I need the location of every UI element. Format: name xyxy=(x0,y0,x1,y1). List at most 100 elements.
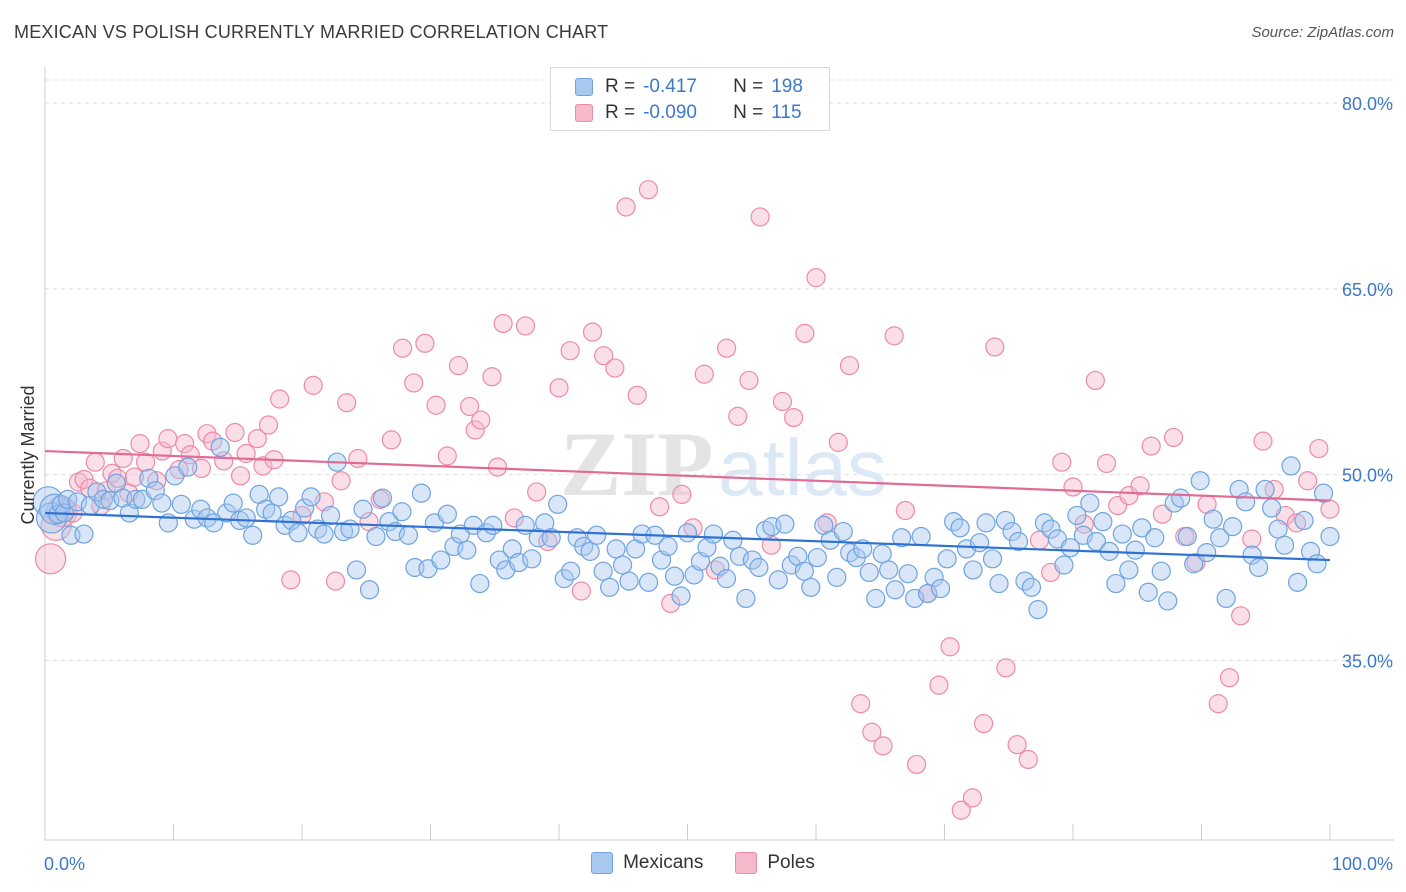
tick-labels: 35.0% 50.0% 65.0% 80.0% 0.0% 100.0% xyxy=(44,94,1393,874)
data-point xyxy=(1093,512,1113,532)
data-point xyxy=(807,547,827,568)
data-point xyxy=(1085,370,1105,391)
data-point xyxy=(969,533,990,553)
data-point xyxy=(1268,519,1288,539)
data-point xyxy=(411,483,432,503)
data-point xyxy=(1163,427,1184,448)
data-point xyxy=(1141,436,1161,456)
data-point xyxy=(571,581,591,601)
data-point xyxy=(750,207,770,227)
data-point xyxy=(1274,535,1295,555)
data-point xyxy=(288,523,308,543)
trend-lines xyxy=(44,449,1331,562)
data-point xyxy=(303,375,323,395)
data-point xyxy=(1210,528,1230,548)
data-point xyxy=(1028,599,1048,620)
data-point xyxy=(1294,510,1314,531)
y-tick-label: 65.0% xyxy=(1342,280,1393,300)
data-point xyxy=(471,410,491,430)
data-point xyxy=(929,675,949,695)
data-point xyxy=(672,484,692,504)
y-tick-label: 50.0% xyxy=(1342,466,1393,486)
data-point xyxy=(605,358,625,378)
data-point xyxy=(139,468,159,488)
data-point xyxy=(895,500,915,521)
poles-points xyxy=(34,180,1340,820)
data-point xyxy=(366,526,386,547)
data-point xyxy=(742,550,762,570)
legend-r-value: -0.090 xyxy=(643,102,697,123)
data-point xyxy=(1229,479,1249,500)
data-point xyxy=(1236,492,1256,512)
data-point xyxy=(723,530,743,550)
data-point xyxy=(671,586,691,606)
data-point xyxy=(1138,582,1158,602)
data-point xyxy=(307,519,328,539)
data-point xyxy=(710,556,730,576)
data-point xyxy=(1298,471,1318,491)
data-point xyxy=(906,754,927,775)
legend-swatch-poles xyxy=(575,104,593,122)
data-point xyxy=(1060,538,1081,558)
data-point xyxy=(606,539,626,559)
data-point xyxy=(1320,499,1340,519)
data-point xyxy=(1242,529,1262,549)
data-point xyxy=(795,323,815,343)
data-point xyxy=(827,567,847,587)
data-point xyxy=(515,316,536,336)
data-point xyxy=(158,429,178,449)
data-point xyxy=(1313,483,1334,503)
data-point xyxy=(1203,509,1223,529)
data-point xyxy=(872,544,892,564)
data-point xyxy=(885,580,905,600)
legend-item-mexicans[interactable]: Mexicans xyxy=(591,852,703,874)
data-point xyxy=(582,322,603,342)
data-point xyxy=(225,422,245,443)
data-point xyxy=(1096,453,1117,474)
watermark-light: atlas xyxy=(718,423,887,512)
data-point xyxy=(873,736,893,756)
data-point xyxy=(548,494,568,514)
legend-n-label: N = xyxy=(733,102,764,123)
data-point xyxy=(627,385,647,405)
data-point xyxy=(862,722,882,742)
data-point xyxy=(1132,518,1152,538)
axes xyxy=(44,67,1394,841)
data-point xyxy=(487,457,508,477)
data-point xyxy=(253,456,273,476)
data-point xyxy=(1021,577,1042,597)
data-point xyxy=(1261,498,1282,518)
watermark-bold: ZIP xyxy=(560,413,713,515)
data-point xyxy=(147,471,167,491)
data-point xyxy=(716,569,737,589)
data-point xyxy=(1197,543,1217,563)
data-point xyxy=(638,572,659,592)
data-point xyxy=(937,549,957,569)
data-point xyxy=(1080,493,1100,513)
data-point xyxy=(331,471,351,491)
data-point xyxy=(828,432,848,452)
chart-title: MEXICAN VS POLISH CURRENTLY MARRIED CORR… xyxy=(14,22,609,42)
data-point xyxy=(638,180,658,200)
data-point xyxy=(1287,572,1308,592)
data-point xyxy=(1320,526,1340,547)
stats-legend: R = -0.417 N = 198 R = -0.090 N = 115 xyxy=(550,67,830,131)
data-point xyxy=(1208,694,1228,714)
data-point xyxy=(839,355,860,376)
data-point xyxy=(223,493,243,513)
data-point xyxy=(415,333,435,353)
legend-r-value: -0.417 xyxy=(643,76,697,97)
data-point xyxy=(931,578,951,599)
data-point xyxy=(372,488,393,508)
data-point xyxy=(493,313,513,334)
data-point xyxy=(600,577,620,597)
data-point xyxy=(989,573,1009,594)
legend-swatch-poles xyxy=(735,852,758,874)
data-point xyxy=(460,396,480,417)
legend-item-poles[interactable]: Poles xyxy=(735,852,815,874)
data-point xyxy=(437,504,457,524)
data-point xyxy=(270,389,290,409)
legend-n-value: 115 xyxy=(771,102,802,123)
data-point xyxy=(1255,479,1275,500)
data-point xyxy=(320,505,341,526)
